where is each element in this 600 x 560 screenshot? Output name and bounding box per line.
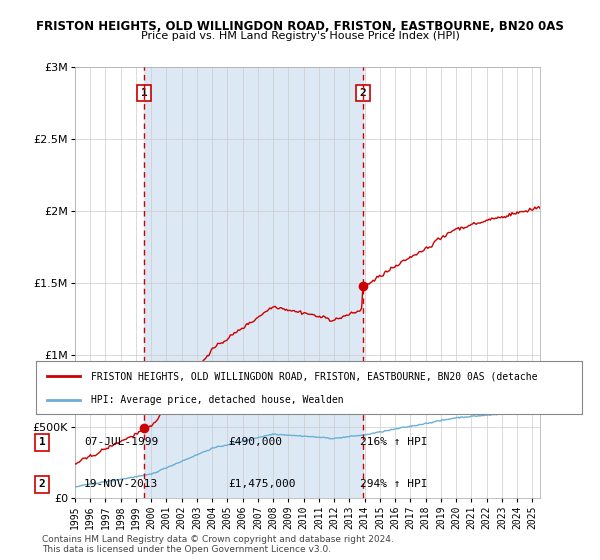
Text: FRISTON HEIGHTS, OLD WILLINGDON ROAD, FRISTON, EASTBOURNE, BN20 0AS: FRISTON HEIGHTS, OLD WILLINGDON ROAD, FR…	[36, 20, 564, 32]
Text: £490,000: £490,000	[228, 437, 282, 447]
Bar	[144, 67, 363, 498]
Text: 1: 1	[140, 88, 147, 98]
Text: 19-NOV-2013: 19-NOV-2013	[84, 479, 158, 489]
Text: This data is licensed under the Open Government Licence v3.0.: This data is licensed under the Open Gov…	[42, 545, 331, 554]
Text: Contains HM Land Registry data © Crown copyright and database right 2024.: Contains HM Land Registry data © Crown c…	[42, 535, 394, 544]
Text: Price paid vs. HM Land Registry's House Price Index (HPI): Price paid vs. HM Land Registry's House …	[140, 31, 460, 41]
Text: 2: 2	[38, 479, 46, 489]
Text: 1: 1	[38, 437, 46, 447]
Text: £1,475,000: £1,475,000	[228, 479, 296, 489]
Text: 2: 2	[359, 88, 366, 98]
Text: 07-JUL-1999: 07-JUL-1999	[84, 437, 158, 447]
Text: 216% ↑ HPI: 216% ↑ HPI	[360, 437, 427, 447]
Text: HPI: Average price, detached house, Wealden: HPI: Average price, detached house, Weal…	[91, 394, 343, 404]
Text: FRISTON HEIGHTS, OLD WILLINGDON ROAD, FRISTON, EASTBOURNE, BN20 0AS (detache: FRISTON HEIGHTS, OLD WILLINGDON ROAD, FR…	[91, 371, 537, 381]
Text: 294% ↑ HPI: 294% ↑ HPI	[360, 479, 427, 489]
